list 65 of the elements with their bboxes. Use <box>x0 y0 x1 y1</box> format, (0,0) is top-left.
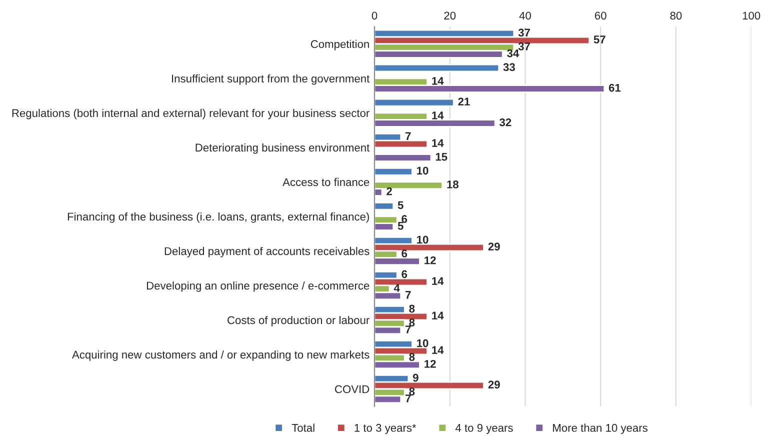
data-label: 29 <box>488 242 500 250</box>
bar <box>374 98 454 107</box>
bar <box>374 64 500 72</box>
data-label: 37 <box>518 42 530 50</box>
data-label: 10 <box>417 236 428 244</box>
x-tick-label: 0 <box>372 12 378 20</box>
y-tick-label: Insufficient support from the government <box>172 74 370 85</box>
data-label: 8 <box>409 318 415 326</box>
x-tick-label: 20 <box>444 12 456 20</box>
bar <box>374 154 432 162</box>
bar <box>374 167 413 176</box>
data-label: 37 <box>518 28 530 37</box>
y-tick-label: Developing an online presence / e-commerce <box>146 281 370 292</box>
x-tick-label: 100 <box>742 12 760 20</box>
legend-label: More than 10 years <box>553 424 648 434</box>
data-label: 6 <box>402 270 408 278</box>
data-label: 7 <box>406 132 411 140</box>
data-label: 2 <box>386 187 392 196</box>
y-tick-label: Financing of the business (i.e. loans, grants, external finance) <box>68 212 369 223</box>
y-tick-label: Competition <box>310 40 369 50</box>
data-label: 7 <box>406 291 411 299</box>
data-label: 14 <box>432 346 444 354</box>
data-label: 14 <box>432 112 444 120</box>
x-tick-label: 60 <box>594 12 606 20</box>
data-label: 7 <box>406 326 411 334</box>
data-label: 29 <box>488 380 500 389</box>
data-label: 6 <box>402 250 408 258</box>
data-label: 33 <box>503 63 515 72</box>
data-label: 12 <box>424 256 436 264</box>
data-label: 10 <box>417 166 428 175</box>
y-tick-label: Regulations (both internal and external) relevant for your business sector <box>12 108 370 120</box>
legend-label: 1 to 3 years* <box>354 424 416 434</box>
data-label: 8 <box>409 353 415 361</box>
data-label: 21 <box>458 98 470 106</box>
bar <box>374 202 394 210</box>
data-label: 14 <box>432 312 444 320</box>
legend-label: 4 to 9 years <box>455 424 513 434</box>
data-label: 57 <box>594 36 606 44</box>
data-label: 14 <box>432 139 444 147</box>
data-label: 61 <box>608 84 621 92</box>
y-tick-label: Deteriorating business environment <box>196 143 370 154</box>
data-label: 5 <box>398 222 404 230</box>
data-label: 7 <box>406 394 411 402</box>
data-label: 8 <box>409 388 415 396</box>
x-tick-label: 40 <box>519 12 531 20</box>
data-label: 6 <box>402 215 408 223</box>
x-tick-label: 80 <box>670 12 682 20</box>
data-label: 14 <box>432 277 444 285</box>
y-tick-label: COVID <box>335 385 370 394</box>
data-label: 5 <box>398 201 404 210</box>
data-label: 32 <box>500 118 512 126</box>
data-label: 15 <box>436 153 448 161</box>
data-label: 18 <box>447 180 459 188</box>
data-label: 8 <box>409 304 415 313</box>
y-tick-label: Costs of production or labour <box>228 316 370 326</box>
data-label: 34 <box>507 49 520 58</box>
data-label: 10 <box>417 339 428 348</box>
data-label: 4 <box>394 284 400 292</box>
y-tick-label: Delayed payment of accounts receivables <box>164 246 370 258</box>
y-tick-label: Acquiring new customers and / or expanding to new markets <box>72 350 370 361</box>
y-tick-label: Access to finance <box>282 178 370 186</box>
legend-label: Total <box>292 424 314 432</box>
data-label: 14 <box>432 77 444 85</box>
data-label: 9 <box>412 374 418 382</box>
data-label: 12 <box>424 360 436 368</box>
